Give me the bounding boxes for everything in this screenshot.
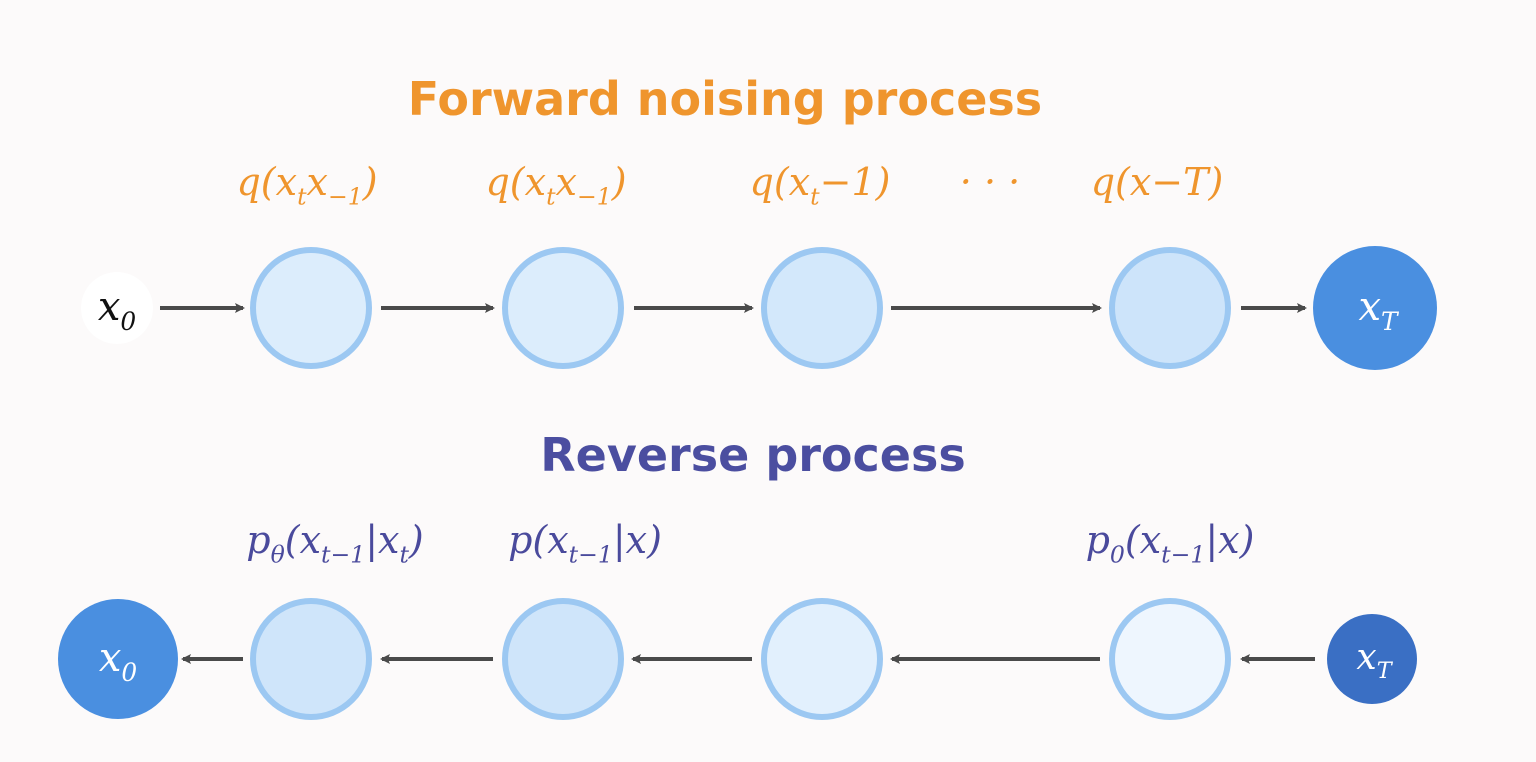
state-node: [250, 247, 372, 369]
math-text: ): [408, 518, 424, 562]
subscript: t−1: [569, 541, 613, 569]
subscript: t−1: [321, 541, 365, 569]
subscript: θ: [271, 541, 285, 569]
math-text: p: [246, 518, 270, 562]
state-node: [502, 247, 624, 369]
state-node: [761, 247, 883, 369]
subscript: −1: [577, 183, 612, 211]
math-text: x: [307, 160, 328, 204]
subscript: −1: [328, 183, 363, 211]
math-text: ): [362, 160, 378, 204]
node-label: xT: [1356, 637, 1393, 684]
math-text: |x): [1205, 518, 1254, 562]
math-text: ): [611, 160, 627, 204]
math-text: (x: [285, 518, 321, 562]
transition-label: · · ·: [960, 160, 1020, 204]
math-text: x: [1356, 637, 1376, 678]
start-node: [81, 272, 153, 344]
transition-label: q(xtx−1): [236, 160, 377, 211]
start-node: [58, 599, 178, 719]
node-label: x0: [99, 635, 137, 687]
state-node: [761, 598, 883, 720]
math-text: −1): [820, 160, 891, 204]
state-node: [502, 598, 624, 720]
state-node: [250, 598, 372, 720]
forward-title: Forward noising process: [408, 72, 1042, 126]
math-text: q(x: [485, 160, 546, 204]
math-text: |x: [365, 518, 399, 562]
math-text: x: [99, 635, 122, 681]
subscript: t: [810, 183, 820, 211]
math-text: · · ·: [960, 160, 1020, 204]
node-label: x0: [98, 284, 136, 336]
end-node: [1327, 614, 1417, 704]
subscript: T: [1381, 307, 1400, 336]
math-text: p: [1086, 518, 1110, 562]
subscript: t−1: [1161, 541, 1205, 569]
transition-label: p(xt−1|x): [508, 518, 662, 569]
math-text: x: [556, 160, 577, 204]
transition-label: q(xtx−1): [485, 160, 626, 211]
node-label: xT: [1358, 284, 1400, 336]
math-text: x: [98, 284, 121, 330]
transition-label: q(x−T): [1091, 160, 1224, 204]
math-text: q(x: [750, 160, 811, 204]
math-text: q(x−T): [1091, 160, 1224, 204]
subscript: t: [546, 183, 556, 211]
math-text: q(x: [236, 160, 297, 204]
transition-label: pθ(xt−1|xt): [246, 518, 424, 569]
math-text: x: [1358, 284, 1381, 330]
reverse-title: Reverse process: [540, 428, 966, 482]
state-node: [1109, 247, 1231, 369]
transition-label: p0(xt−1|x): [1086, 518, 1255, 569]
state-node: [1109, 598, 1231, 720]
subscript: 0: [121, 658, 137, 687]
math-text: |x): [613, 518, 662, 562]
subscript: 0: [120, 307, 136, 336]
math-text: (x: [1125, 518, 1161, 562]
subscript: t: [399, 541, 409, 569]
transition-label: q(xt−1): [750, 160, 891, 211]
subscript: T: [1377, 658, 1394, 684]
math-text: p(x: [508, 518, 569, 562]
subscript: 0: [1110, 541, 1125, 569]
end-node: [1313, 246, 1437, 370]
subscript: t: [297, 183, 307, 211]
